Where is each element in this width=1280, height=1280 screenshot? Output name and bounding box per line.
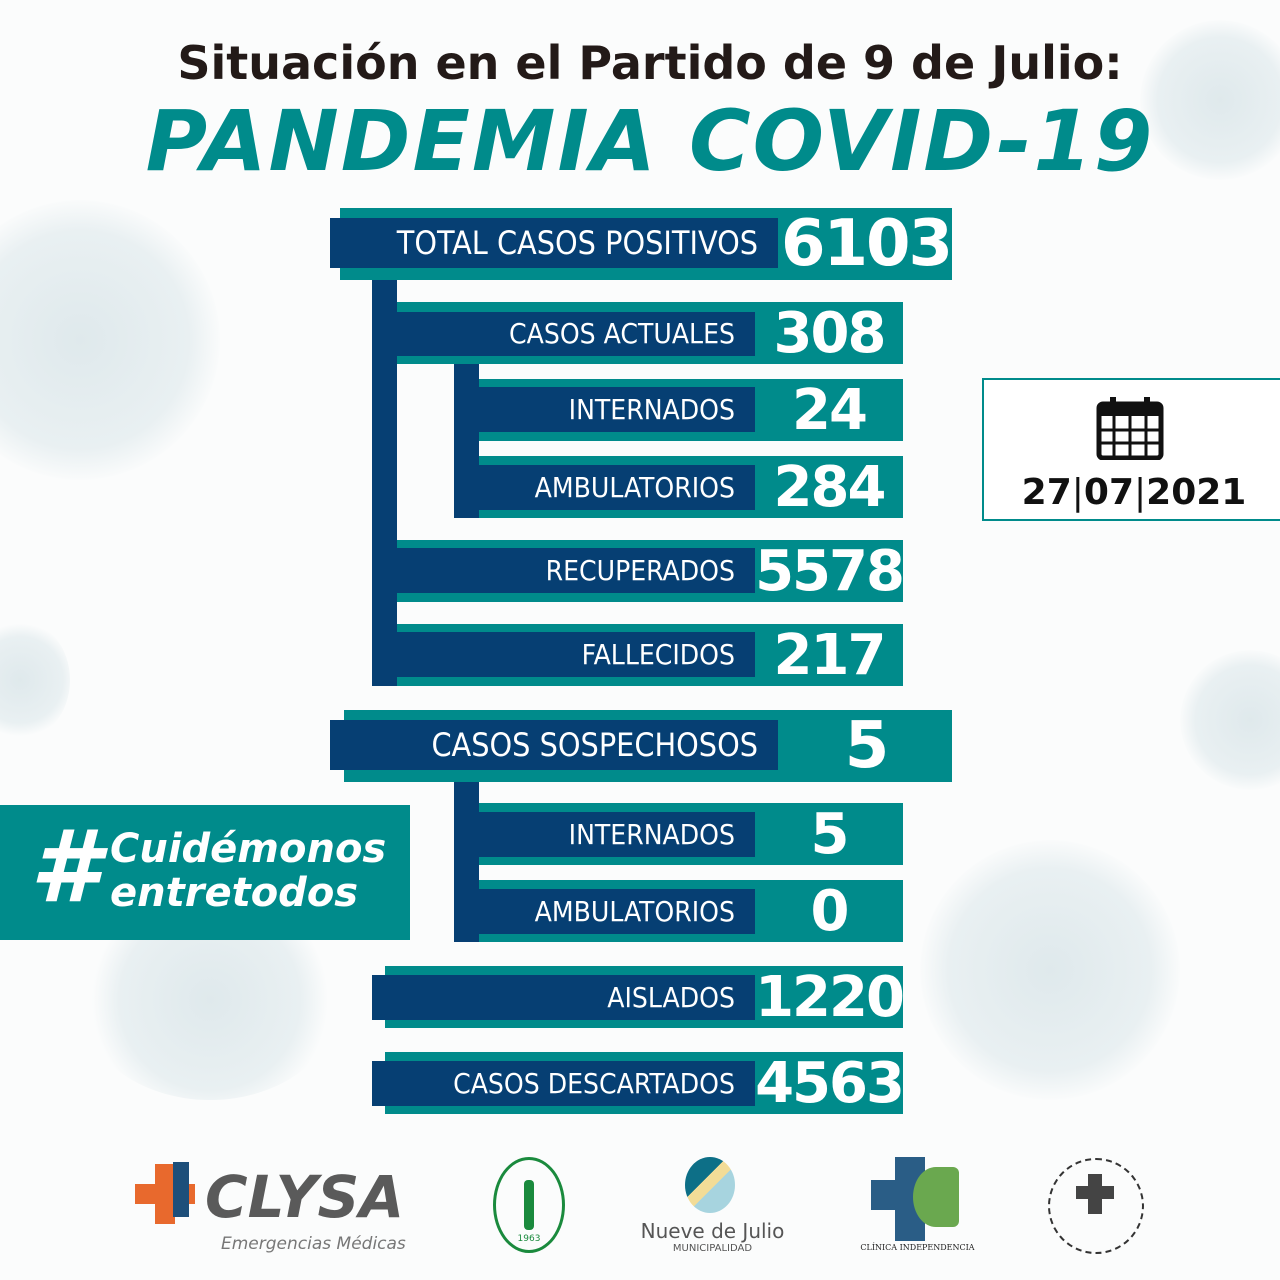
circulo-medico-logo: 1963	[493, 1157, 565, 1253]
stat-value: 284	[773, 454, 887, 520]
stat-label: AMBULATORIOS	[454, 889, 755, 934]
municipalidad-logo: Nueve de Julio MUNICIPALIDAD	[630, 1157, 795, 1257]
stat-label: INTERNADOS	[479, 812, 755, 857]
stat-label: CASOS SOSPECHOSOS	[330, 720, 778, 770]
stat-label: CASOS DESCARTADOS	[372, 1061, 755, 1106]
stat-value: 1220	[755, 964, 905, 1030]
clinica-independencia-logo: CLÍNICA INDEPENDENCIA	[855, 1155, 980, 1255]
virus-decoration	[1180, 650, 1280, 790]
stat-value: 217	[773, 622, 887, 688]
date-box: 27|07|2021	[982, 378, 1280, 521]
date-year: 2021	[1146, 472, 1247, 513]
stat-value: 0	[810, 878, 850, 944]
stat-value: 24	[792, 377, 868, 443]
hashtag-line2: entretodos	[110, 870, 359, 916]
virus-decoration	[1140, 20, 1280, 180]
cross-seal-logo	[1048, 1158, 1144, 1254]
stat-value: 5	[810, 801, 850, 867]
stat-label: FALLECIDOS	[372, 632, 755, 677]
virus-decoration	[920, 840, 1180, 1100]
hashtag-banner: # Cuidémonos entretodos	[0, 805, 410, 940]
virus-decoration	[0, 200, 220, 480]
stat-label: AMBULATORIOS	[454, 465, 755, 510]
calendar-icon	[1096, 397, 1164, 460]
stat-label: CASOS ACTUALES	[372, 312, 755, 356]
hashtag-text: Cuidémonos entretodos	[110, 827, 386, 915]
date-text: 27|07|2021	[1021, 472, 1247, 513]
date-day: 27	[1021, 472, 1072, 513]
title-line2: PANDEMIA COVID-19	[145, 92, 1155, 190]
stat-label: TOTAL CASOS POSITIVOS	[330, 218, 778, 268]
date-month: 07	[1083, 472, 1134, 513]
hashtag-symbol: #	[30, 808, 100, 925]
hashtag-line1: Cuidémonos	[110, 826, 387, 872]
stat-value: 308	[773, 300, 887, 366]
stat-value: 4563	[755, 1050, 905, 1116]
title-line1: Situación en el Partido de 9 de Julio:	[177, 36, 1123, 90]
stat-label: AISLADOS	[372, 975, 755, 1020]
stat-label: INTERNADOS	[479, 387, 755, 432]
stat-value: 6103	[780, 207, 953, 281]
stat-value: 5	[844, 709, 890, 783]
clysa-logo: CLYSA Emergencias Médicas	[135, 1162, 425, 1262]
virus-decoration	[0, 620, 70, 740]
stat-value: 5578	[755, 538, 905, 604]
stat-label: RECUPERADOS	[372, 548, 755, 593]
